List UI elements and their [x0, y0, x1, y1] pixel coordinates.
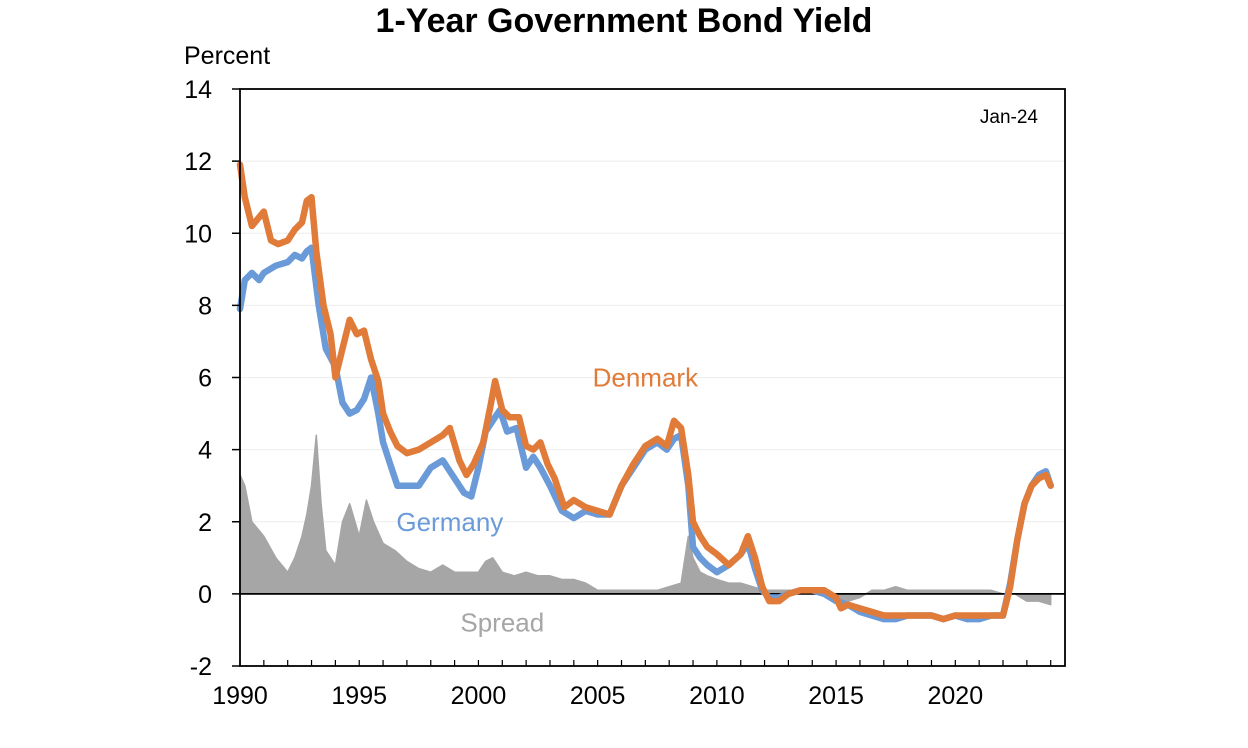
y-axis: -2 0 2 4 6 8 10 12 14 [184, 76, 240, 681]
y-tick-label: -2 [190, 653, 212, 681]
x-tick-label: 2010 [689, 682, 745, 710]
y-tick-label: 12 [184, 148, 212, 176]
series-label-spread: Spread [460, 608, 544, 638]
series-label-germany: Germany [396, 507, 503, 537]
x-tick-label: 1995 [331, 682, 387, 710]
series-lines [236, 161, 1054, 623]
date-note: Jan-24 [980, 107, 1039, 128]
y-tick-label: 6 [198, 365, 212, 393]
y-tick-label: 2 [198, 509, 212, 537]
spread-bars [239, 434, 1052, 606]
x-tick-label: 2000 [451, 682, 507, 710]
y-tick-label: 4 [198, 437, 212, 465]
series-label-denmark: Denmark [593, 363, 699, 393]
x-tick-label: 1990 [212, 682, 268, 710]
y-tick-label: 0 [198, 581, 212, 609]
x-axis: 1990 1995 2000 2005 2010 2015 2020 [212, 660, 1052, 710]
x-tick-label: 2015 [808, 682, 864, 710]
y-tick-label: 14 [184, 76, 212, 104]
x-tick-label: 2005 [570, 682, 626, 710]
y-tick-label: 10 [184, 220, 212, 248]
x-tick-label: 2020 [928, 682, 984, 710]
annotations: Denmark Germany Spread [396, 363, 699, 638]
series-spread-area [239, 434, 1052, 606]
y-axis-label: Percent [184, 42, 270, 70]
y-tick-label: 8 [198, 292, 212, 320]
chart-title: 1-Year Government Bond Yield [375, 2, 873, 40]
series-line-denmark [236, 161, 1054, 623]
